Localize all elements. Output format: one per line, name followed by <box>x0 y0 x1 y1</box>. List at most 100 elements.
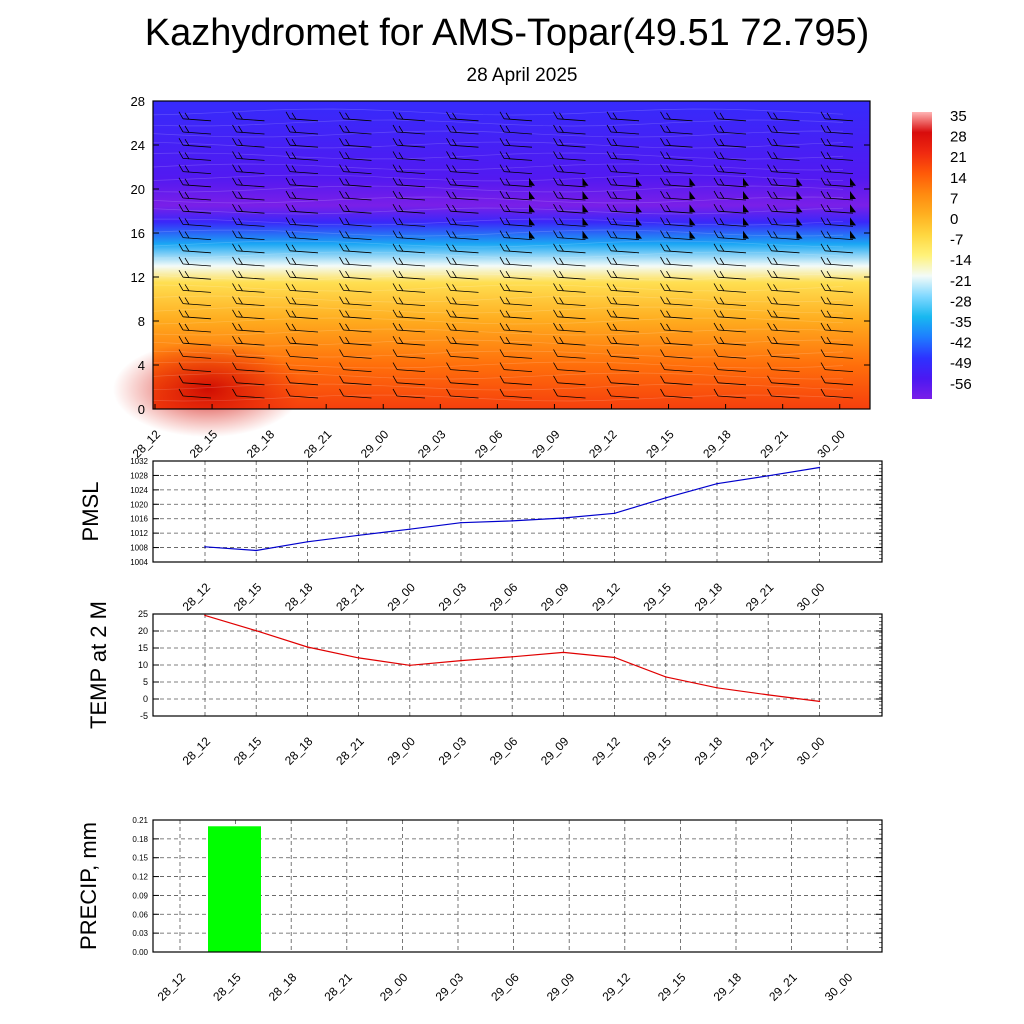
wind-barb <box>499 349 533 359</box>
wind-barb <box>713 309 747 320</box>
y-tick-label: 0 <box>143 694 148 704</box>
wind-barb <box>285 296 319 306</box>
wind-barb <box>392 388 426 399</box>
wind-barb <box>392 164 426 174</box>
temp-panel: -5 0 5 10 15 20 25 28_12 28_15 28_18 28_21 29_00 29_… <box>86 601 883 768</box>
wind-barb <box>339 270 372 280</box>
page-title: Kazhydromet for AMS-Topar(49.51 72.795) <box>144 12 870 54</box>
panel-frame <box>152 613 883 717</box>
wind-barb <box>232 190 265 201</box>
wind-barb <box>178 164 212 174</box>
pmsl-point <box>460 521 462 524</box>
wind-barb <box>285 164 319 174</box>
wind-barb <box>285 309 319 320</box>
y-tick-label: 1012 <box>130 529 148 538</box>
cross-section-frame <box>152 100 871 410</box>
wind-barb <box>553 256 586 267</box>
wind-barb <box>232 362 265 372</box>
wind-barb <box>178 204 212 214</box>
wind-barb <box>339 151 372 161</box>
wind-barb <box>499 204 535 214</box>
y-tick-label: 1008 <box>130 544 148 553</box>
x-tick-label: 29_03 <box>433 970 467 1004</box>
wind-barb <box>820 375 854 386</box>
wind-barb <box>446 283 479 293</box>
pmsl-point <box>511 520 513 522</box>
wind-barb <box>606 177 642 188</box>
pmsl-point <box>255 549 257 552</box>
wind-barb <box>767 204 803 214</box>
colorbar-label: -7 <box>950 232 963 249</box>
temp-point <box>562 651 565 654</box>
wind-barb <box>392 322 426 333</box>
x-tick-label: 29_15 <box>655 970 689 1004</box>
y-tick-label: 20 <box>138 626 148 636</box>
wind-barb <box>285 190 319 201</box>
colorbar-label: -42 <box>950 335 972 352</box>
wind-barb <box>553 375 586 386</box>
wind-barb <box>553 111 586 122</box>
wind-barb <box>285 111 319 122</box>
wind-barb <box>446 362 479 372</box>
wind-barb <box>767 375 800 386</box>
wind-barb <box>713 124 747 135</box>
x-tick-label: 29_21 <box>757 427 791 461</box>
wind-barb <box>606 283 640 293</box>
wind-barb <box>339 362 372 372</box>
wind-barb <box>553 138 586 148</box>
x-tick-label: 28_21 <box>333 734 367 768</box>
wind-barb <box>553 190 589 201</box>
wind-barb <box>606 362 640 372</box>
x-tick-label: 28_15 <box>210 970 244 1004</box>
pmsl-point <box>613 512 616 515</box>
wind-barb <box>660 177 696 188</box>
wind-barb <box>499 243 533 254</box>
wind-barb <box>285 322 319 333</box>
y-tick-label: 0.18 <box>132 835 148 844</box>
wind-barb <box>713 349 747 359</box>
wind-barb <box>232 309 265 320</box>
wind-barb <box>713 138 747 148</box>
wind-barb <box>660 283 693 293</box>
x-tick-label: 29_00 <box>384 580 418 614</box>
x-tick-label: 30_00 <box>794 734 828 768</box>
y-tick-label: 0.03 <box>132 929 148 938</box>
y-tick-label: 4 <box>138 358 145 373</box>
wind-barb <box>606 388 640 399</box>
wind-barb <box>820 296 854 306</box>
y-tick-label: 10 <box>138 660 148 670</box>
x-tick-label: 28_15 <box>231 580 265 614</box>
wind-barb <box>767 138 800 148</box>
wind-barb <box>820 177 856 188</box>
temp-point <box>357 657 360 659</box>
x-tick-label: 29_06 <box>487 734 521 768</box>
wind-barb <box>178 217 212 227</box>
wind-barb <box>339 309 372 320</box>
x-tick-label: 28_21 <box>301 427 335 461</box>
x-tick-label: 29_12 <box>586 427 620 461</box>
wind-barb <box>232 177 265 188</box>
wind-barb <box>713 164 747 174</box>
x-tick-label: 29_09 <box>544 970 578 1004</box>
wind-barb <box>392 349 426 359</box>
wind-barb <box>178 177 212 188</box>
wind-barb <box>446 124 479 135</box>
cross-section-y-ticks: 0 4 8 12 16 20 24 28 <box>131 94 870 417</box>
temp-point <box>665 676 667 678</box>
wind-barb <box>606 204 642 214</box>
wind-barb <box>178 296 212 306</box>
wind-barb <box>713 204 749 214</box>
wind-barb <box>606 230 642 240</box>
wind-barb <box>606 349 640 359</box>
x-tick-label: 29_03 <box>436 734 470 768</box>
precip-bar <box>208 826 261 952</box>
wind-barb <box>553 204 589 214</box>
wind-barb <box>232 124 265 135</box>
wind-barb <box>499 217 535 227</box>
wind-barb <box>820 204 856 214</box>
wind-barb <box>285 256 319 267</box>
wind-barb <box>553 217 589 227</box>
pmsl-point <box>306 541 309 543</box>
wind-barb <box>660 217 696 227</box>
